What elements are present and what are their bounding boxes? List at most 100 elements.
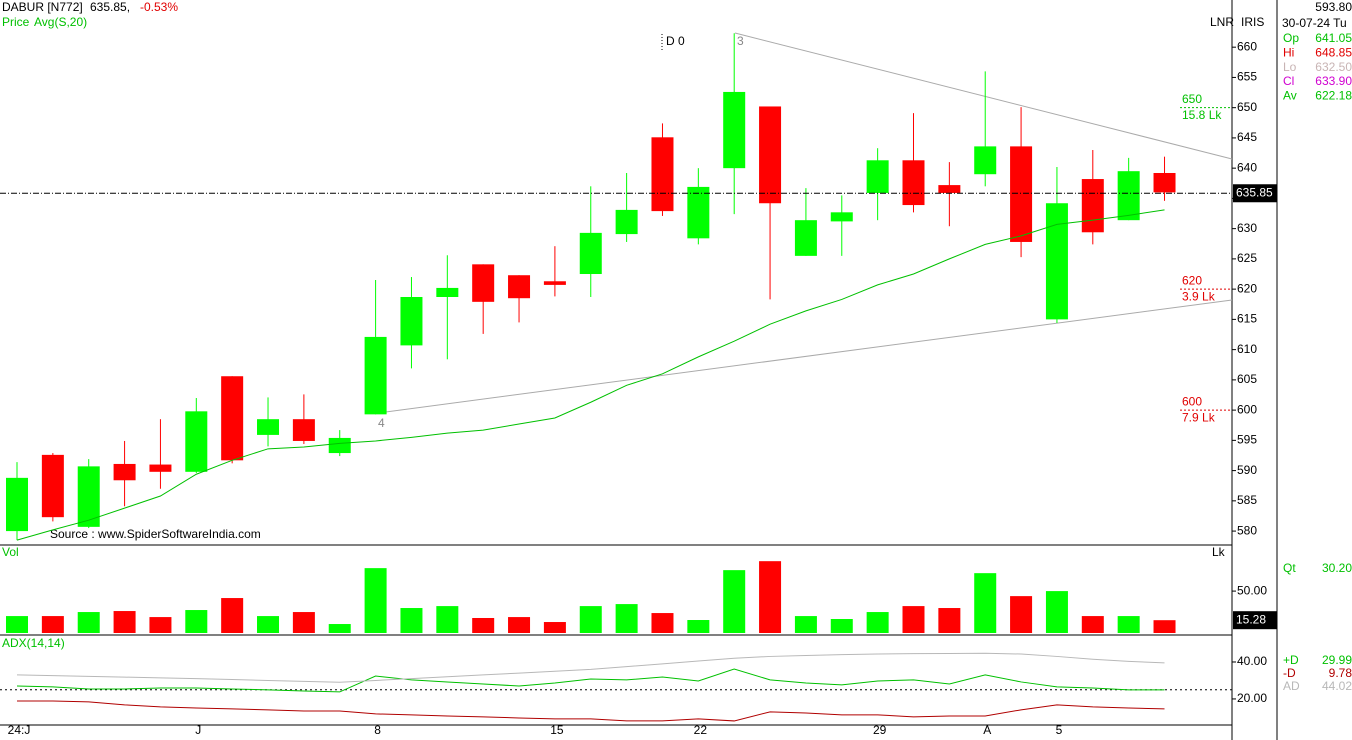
volume-bar (615, 604, 638, 633)
y-tick-label: 600 (1237, 402, 1257, 416)
volume-bar (292, 612, 315, 633)
candle-body (257, 419, 280, 435)
y-tick-label: 620 (1237, 281, 1257, 295)
candle-body (615, 209, 638, 235)
annotation: 3 (737, 34, 744, 48)
x-tick-label: 15 (550, 723, 564, 737)
legend-value: 44.02 (1322, 679, 1352, 693)
y-tick-label: 640 (1237, 160, 1257, 174)
trend-line (734, 32, 1233, 160)
x-tick-label: 5 (1056, 723, 1063, 737)
volume-bar (794, 616, 817, 633)
level-value: 600 (1182, 394, 1202, 408)
readout-label: Qt (1283, 561, 1296, 575)
info-label: Lo (1283, 60, 1297, 74)
volume-bar (902, 606, 925, 633)
volume-bar (113, 611, 136, 633)
legend-name: AD (1283, 679, 1300, 693)
last-volume: 15.28 (1236, 612, 1266, 626)
y-tick-label: 615 (1237, 312, 1257, 326)
y-tick-label: 595 (1237, 433, 1257, 447)
level-value: 650 (1182, 92, 1202, 106)
y-tick-label: 590 (1237, 463, 1257, 477)
info-value: 632.50 (1315, 60, 1352, 74)
candle-body (400, 296, 423, 346)
x-tick-label: 22 (694, 723, 708, 737)
info-label: Cl (1283, 74, 1294, 88)
candle-body (938, 185, 961, 193)
candle-body (794, 220, 817, 256)
adx-line (16, 668, 1165, 693)
volume-bar (830, 619, 853, 633)
adx-line (16, 652, 1165, 683)
volume-bar (651, 613, 674, 633)
candle-body (1010, 146, 1033, 242)
volume-bar (1117, 616, 1140, 633)
legend-name: +D (1283, 653, 1299, 667)
y-tick-label: 580 (1237, 523, 1257, 537)
info-top: 593.80 (1315, 0, 1352, 14)
last-volume-box (1233, 611, 1277, 630)
legend-price: Price (2, 15, 30, 29)
volume-bar (543, 622, 566, 633)
volume-bar (866, 612, 889, 633)
info-date: 30-07-24 Tu (1282, 16, 1347, 30)
annotation: D 0 (666, 34, 685, 48)
legend-name: -D (1283, 666, 1296, 680)
candle-body (830, 212, 853, 222)
trend-line (377, 299, 1233, 414)
header-price: 635.85, (90, 0, 130, 14)
x-tick-label: 24:J (8, 723, 31, 737)
y-tick-label: 20.00 (1237, 691, 1267, 705)
x-tick-label: A (983, 723, 991, 737)
volume-bar (472, 617, 495, 633)
info-value: 622.18 (1315, 88, 1352, 102)
legend-value: 29.99 (1322, 653, 1352, 667)
volume-bar (1153, 620, 1176, 633)
candle-body (759, 106, 782, 204)
volume-bar (723, 570, 746, 633)
volume-bar (400, 608, 423, 633)
y-tick-label: 650 (1237, 100, 1257, 114)
volume-bar (185, 610, 208, 633)
candle-body (221, 376, 244, 461)
last-price: 635.85 (1236, 185, 1273, 199)
x-tick-label: 29 (873, 723, 887, 737)
volume-bar (974, 573, 997, 633)
annotation: 4 (378, 416, 385, 430)
volume-bar (436, 606, 459, 633)
candle-body (687, 186, 710, 239)
volume-bar (508, 617, 531, 633)
y-tick-label: 585 (1237, 493, 1257, 507)
volume-bar (328, 624, 351, 633)
moving-average (16, 209, 1165, 541)
candle-body (292, 419, 315, 441)
candle-body (543, 281, 566, 285)
y-tick-label: 40.00 (1237, 654, 1267, 668)
level-value: 620 (1182, 273, 1202, 287)
y-tick-label: 660 (1237, 39, 1257, 53)
volume-bar (687, 620, 710, 633)
volume-bar (41, 616, 64, 633)
info-label: Op (1283, 31, 1299, 45)
candle-body (6, 477, 28, 532)
tag: IRIS (1241, 15, 1264, 29)
x-tick-label: J (195, 723, 201, 737)
volume-bar (149, 617, 172, 633)
volume-bar (759, 561, 782, 633)
candle-body (508, 275, 531, 299)
y-tick-label: 605 (1237, 372, 1257, 386)
volume-bar (1081, 616, 1104, 633)
info-label: Hi (1283, 45, 1294, 59)
y-tick-label: 630 (1237, 221, 1257, 235)
volume-title: Vol (2, 545, 19, 559)
candle-body (974, 146, 997, 175)
volume-bar (221, 598, 244, 633)
volume-bar (938, 608, 961, 633)
candle-body (364, 336, 387, 415)
y-tick-label: 625 (1237, 251, 1257, 265)
candle-body (651, 137, 674, 212)
last-price-box (1233, 184, 1277, 203)
legend-value: 9.78 (1329, 666, 1352, 680)
